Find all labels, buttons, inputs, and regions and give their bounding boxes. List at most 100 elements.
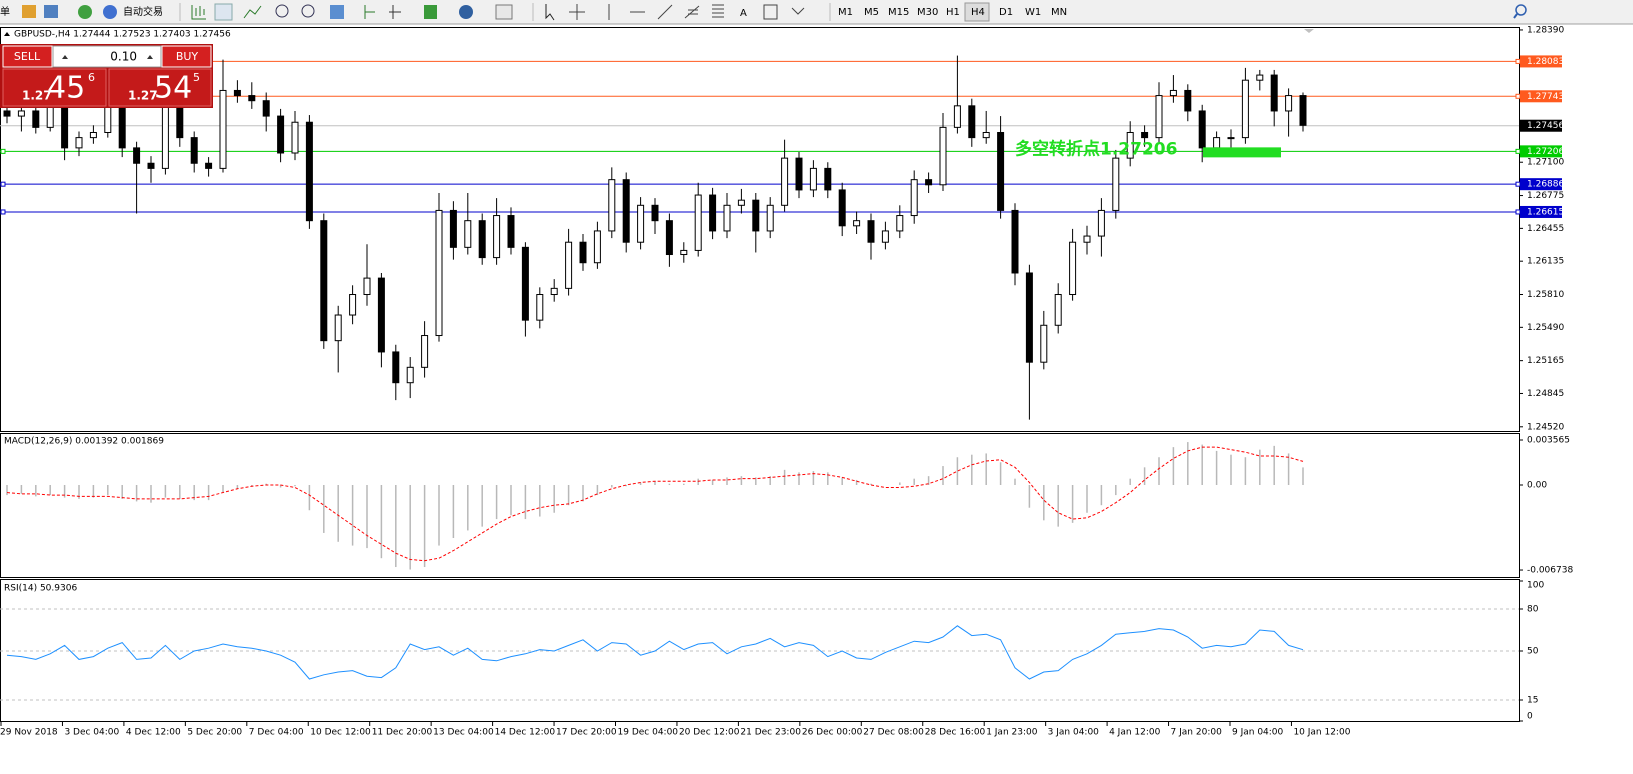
icon[interactable] [22, 5, 36, 18]
x-tick-label: 27 Dec 08:00 [863, 728, 924, 738]
chart-title: GBPUSD-,H4 1.27444 1.27523 1.27403 1.274… [14, 30, 231, 40]
search[interactable] [1515, 4, 1527, 16]
line-handle [0, 209, 6, 215]
lot-down[interactable] [62, 55, 68, 59]
price-label-bg [1520, 178, 1562, 191]
sell-button[interactable] [2, 45, 53, 68]
icon-text-tool[interactable]: A [740, 8, 747, 19]
icon[interactable] [763, 4, 778, 20]
title-arrow [4, 32, 10, 36]
line-handle [0, 148, 6, 154]
candle-body [3, 110, 11, 117]
icon[interactable] [657, 4, 673, 20]
timeframe[interactable]: M5 [864, 7, 879, 18]
timeframe[interactable]: MN [1051, 7, 1067, 18]
y-tick-label: 80 [1527, 605, 1539, 615]
icon[interactable] [459, 5, 473, 19]
y-tick-label: 1.25490 [1527, 323, 1564, 333]
x-tick-label: 26 Dec 00:00 [802, 728, 863, 738]
icon[interactable] [684, 5, 700, 19]
x-tick-label: 14 Dec 12:00 [495, 728, 556, 738]
icon[interactable] [78, 5, 92, 19]
icon[interactable] [545, 4, 555, 21]
ask-box[interactable] [108, 68, 212, 107]
candle-body [406, 366, 414, 384]
candle-body [1155, 95, 1163, 139]
timeframe[interactable]: W1 [1025, 7, 1041, 18]
icon[interactable] [330, 5, 344, 19]
candle-body [478, 220, 486, 259]
lot-input[interactable] [52, 45, 162, 68]
candle-body [233, 89, 241, 97]
icon[interactable] [301, 4, 315, 18]
candle-body [46, 105, 54, 128]
timeframe[interactable]: D1 [999, 7, 1013, 18]
candle-body [464, 220, 472, 248]
current-price-bg [1520, 119, 1562, 132]
candle-body [665, 220, 673, 256]
line-handle [1515, 209, 1521, 215]
y-tick-label: 1.26775 [1527, 191, 1564, 201]
candle-body [968, 105, 976, 139]
y-tick-label: 1.24845 [1527, 389, 1564, 399]
bid-big: 1.27 [22, 89, 52, 103]
toolbar-bg [0, 0, 1633, 24]
y-tick-label: 50 [1527, 647, 1539, 657]
candle-body [579, 241, 587, 264]
candle-body [507, 215, 515, 248]
icon[interactable] [495, 4, 513, 20]
icon[interactable] [364, 5, 375, 19]
icon[interactable] [214, 3, 233, 21]
candle-body [694, 194, 702, 251]
candle-body [809, 167, 817, 191]
search[interactable] [1513, 13, 1518, 19]
y-tick-label: 0 [1527, 712, 1533, 722]
timeframe[interactable]: M15 [888, 7, 909, 18]
icon[interactable] [191, 5, 206, 20]
sell-label[interactable]: SELL [14, 50, 41, 63]
auto-trade[interactable]: 自动交易 [123, 5, 163, 18]
icon[interactable] [275, 4, 289, 18]
timeframe[interactable]: H1 [946, 7, 960, 18]
candle-body [133, 147, 141, 164]
candle-body [1097, 209, 1105, 237]
icon[interactable] [243, 5, 262, 19]
candle-body [925, 179, 933, 186]
icon[interactable] [424, 5, 437, 19]
candle-body [550, 287, 558, 296]
menu-char[interactable]: 单 [0, 6, 10, 18]
buy-label[interactable]: BUY [176, 50, 199, 63]
candle-body [205, 162, 213, 169]
icon[interactable] [389, 5, 401, 19]
lot-value[interactable]: 0.10 [110, 50, 137, 64]
price-label-bg [1520, 205, 1562, 218]
candle-body [752, 199, 760, 232]
candle-body [622, 179, 630, 243]
candle-body [838, 189, 846, 227]
y-tick-label: 100 [1527, 581, 1544, 591]
candle-body [1054, 294, 1062, 326]
indicator-title: RSI(14) 50.9306 [4, 584, 77, 594]
x-tick-label: 7 Dec 04:00 [249, 728, 304, 738]
line-handle [1515, 181, 1521, 187]
price-label: 1.26615 [1527, 207, 1564, 217]
buy-button[interactable] [161, 45, 212, 68]
icon[interactable] [791, 7, 805, 15]
icon[interactable] [103, 5, 117, 19]
icon[interactable] [712, 4, 724, 18]
candle-body [75, 137, 83, 149]
y-tick-label: 1.25810 [1527, 290, 1564, 300]
timeframe[interactable]: M1 [838, 7, 853, 18]
lot-up[interactable] [147, 55, 153, 59]
timeframe-pressed[interactable] [964, 2, 990, 22]
bid-box[interactable] [2, 68, 107, 107]
timeframe[interactable]: H4 [971, 7, 985, 18]
icon[interactable] [569, 4, 585, 20]
bid-main: 45 [47, 71, 85, 106]
candle-body [982, 131, 990, 139]
icon[interactable] [44, 5, 58, 18]
timeframe[interactable]: M30 [917, 7, 938, 18]
y-tick-label: 1.28390 [1527, 25, 1564, 35]
x-tick-label: 17 Dec 20:00 [556, 728, 617, 738]
